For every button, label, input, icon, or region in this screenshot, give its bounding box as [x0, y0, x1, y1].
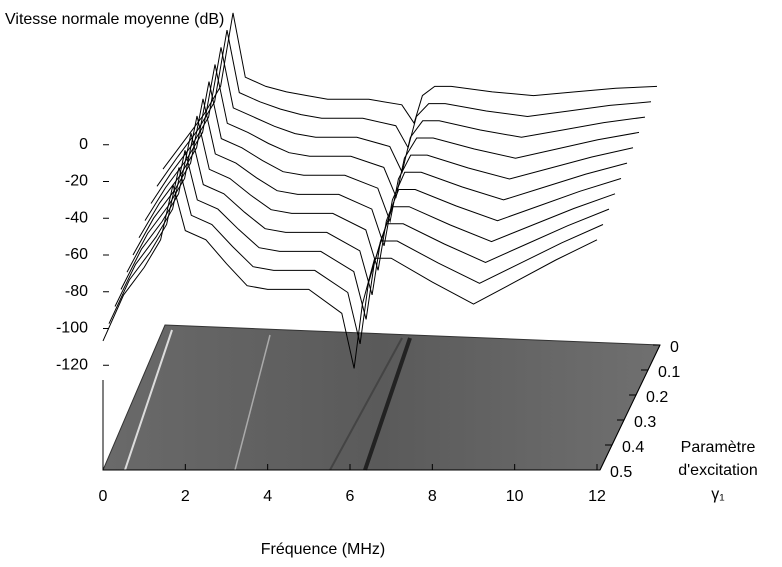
curve: [132, 98, 628, 256]
y-tick-label: 0.2: [646, 389, 668, 406]
x-tick-label: 0: [99, 488, 108, 505]
y-tick-label: 0.1: [658, 364, 680, 381]
curve: [114, 150, 610, 320]
z-tick-label: -20: [65, 173, 88, 190]
z-tick-label: -100: [56, 320, 88, 337]
curve: [144, 64, 640, 221]
y-tick-label: 0: [670, 339, 679, 356]
z-tick-label: -120: [56, 356, 88, 373]
x-tick-label: 2: [181, 488, 190, 505]
curve: [162, 12, 658, 170]
x-tick-label: 4: [263, 488, 272, 505]
curve: [108, 167, 604, 345]
y-axis-title: Paramètre: [681, 439, 756, 456]
x-tick-label: 8: [428, 488, 437, 505]
y-tick-label: 0.5: [610, 464, 632, 481]
z-tick-label: -80: [65, 283, 88, 300]
y-axis-title: d'excitation: [678, 462, 758, 479]
y-tick-label: 0.4: [622, 439, 644, 456]
curve: [138, 81, 634, 239]
z-tick-label: 0: [79, 136, 88, 153]
curve: [126, 115, 622, 273]
curve: [102, 184, 598, 369]
x-axis-title: Fréquence (MHz): [261, 541, 385, 558]
x-tick-label: 12: [588, 488, 606, 505]
x-tick-label: 10: [506, 488, 524, 505]
z-tick-label: -60: [65, 246, 88, 263]
floor-map: [102, 324, 661, 471]
z-tick-label: -40: [65, 209, 88, 226]
curve: [120, 133, 616, 296]
y-tick-label: 0.3: [634, 414, 656, 431]
z-axis-title: Vitesse normale moyenne (dB): [5, 11, 224, 28]
curve: [156, 30, 652, 187]
y-axis-title: γ₁: [711, 486, 724, 503]
curve: [150, 47, 646, 204]
x-tick-label: 6: [346, 488, 355, 505]
